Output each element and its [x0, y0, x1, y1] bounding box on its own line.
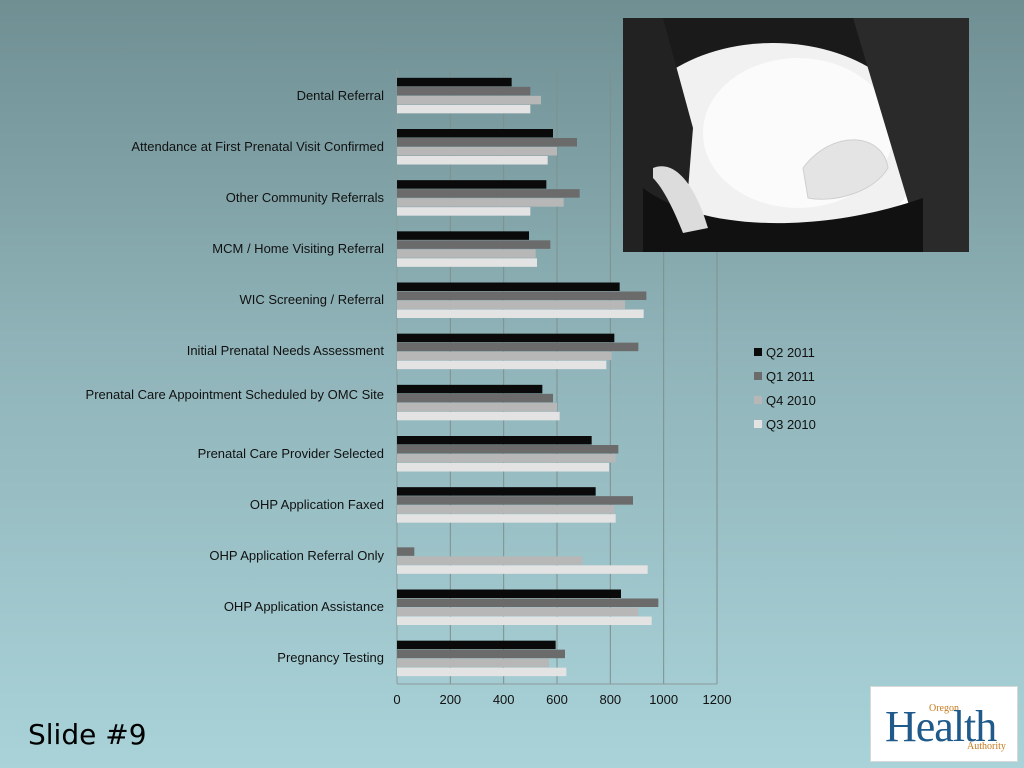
bar-q4-2010: [397, 556, 583, 565]
bar-q4-2010: [397, 300, 625, 309]
x-tick-label: 200: [439, 692, 461, 707]
bar-q4-2010: [397, 95, 541, 105]
legend-label: Q4 2010: [766, 392, 816, 408]
bar-q3-2010: [397, 616, 652, 625]
bar-q1-2011: [397, 138, 577, 147]
bar-q4-2010: [397, 505, 615, 514]
logo-bottom-text: Authority: [967, 741, 1006, 752]
bar-q2-2011: [397, 231, 529, 240]
x-tick-label: 600: [546, 692, 568, 707]
bar-q1-2011: [397, 496, 633, 505]
legend-swatch: [754, 420, 762, 428]
category-label: Pregnancy Testing: [277, 650, 384, 666]
bar-q2-2011: [397, 333, 615, 343]
category-label: Initial Prenatal Needs Assessment: [186, 343, 384, 359]
category-label: Attendance at First Prenatal Visit Confi…: [131, 138, 384, 154]
bar-q2-2011: [397, 384, 543, 394]
bar-q2-2011: [397, 282, 620, 291]
bar-q3-2010: [397, 207, 531, 216]
slide-title: Slide #9: [28, 718, 147, 751]
legend-item-q2-2011: Q2 2011: [754, 340, 816, 364]
oregon-health-authority-logo: Oregon Health Authority: [870, 686, 1018, 762]
category-label: OHP Application Referral Only: [209, 548, 384, 564]
x-tick-label: 0: [393, 692, 400, 707]
category-label: Other Community Referrals: [225, 189, 384, 205]
bar-q3-2010: [397, 360, 607, 370]
bar-q1-2011: [397, 189, 580, 198]
category-label: OHP Application Assistance: [223, 599, 384, 615]
bar-q3-2010: [397, 258, 537, 267]
bar-q2-2011: [397, 77, 512, 87]
bar-q1-2011: [397, 649, 565, 659]
legend-item-q1-2011: Q1 2011: [754, 364, 816, 388]
legend-label: Q3 2010: [766, 416, 816, 432]
category-label: MCM / Home Visiting Referral: [212, 241, 384, 257]
legend-label: Q1 2011: [766, 368, 815, 384]
bar-q4-2010: [397, 402, 557, 412]
bar-q4-2010: [397, 198, 564, 207]
bar-q1-2011: [397, 342, 639, 352]
x-tick-label: 400: [493, 692, 515, 707]
pregnancy-photo: [623, 18, 969, 252]
bar-q1-2011: [397, 240, 551, 249]
bar-q4-2010: [397, 454, 616, 463]
category-label: Prenatal Care Provider Selected: [197, 445, 384, 461]
bar-q2-2011: [397, 640, 556, 650]
bar-q3-2010: [397, 565, 648, 574]
bar-q3-2010: [397, 463, 609, 472]
bar-q2-2011: [397, 436, 592, 445]
bar-q2-2011: [397, 487, 596, 496]
chart-legend: Q2 2011 Q1 2011 Q4 2010 Q3 2010: [754, 340, 816, 436]
bar-q1-2011: [397, 291, 647, 300]
bar-q3-2010: [397, 156, 548, 165]
legend-swatch: [754, 348, 762, 356]
category-label: Dental Referral: [296, 87, 384, 103]
bar-q4-2010: [397, 607, 639, 616]
category-label: Prenatal Care Appointment Scheduled by O…: [85, 386, 384, 402]
bar-q3-2010: [397, 411, 560, 421]
legend-item-q4-2010: Q4 2010: [754, 388, 816, 412]
legend-item-q3-2010: Q3 2010: [754, 412, 816, 436]
bar-q4-2010: [397, 249, 536, 258]
x-tick-label: 800: [599, 692, 621, 707]
bar-q2-2011: [397, 589, 621, 598]
category-label: OHP Application Faxed: [249, 496, 384, 512]
bar-q1-2011: [397, 393, 553, 403]
bar-q4-2010: [397, 147, 557, 156]
category-label: WIC Screening / Referral: [239, 292, 385, 308]
bar-q3-2010: [397, 514, 616, 523]
bar-q2-2011: [397, 129, 553, 138]
x-tick-label: 1000: [649, 692, 678, 707]
x-tick-label: 1200: [703, 692, 732, 707]
legend-label: Q2 2011: [766, 344, 815, 360]
logo-top-text: Oregon: [929, 703, 959, 714]
bar-q1-2011: [397, 598, 659, 607]
bar-q4-2010: [397, 351, 612, 361]
bar-q3-2010: [397, 309, 644, 318]
bar-q1-2011: [397, 547, 415, 556]
bar-q4-2010: [397, 658, 549, 668]
bar-q1-2011: [397, 445, 619, 454]
legend-swatch: [754, 396, 762, 404]
bar-q3-2010: [397, 667, 567, 677]
bar-q1-2011: [397, 86, 531, 96]
bar-q3-2010: [397, 104, 531, 114]
logo-main-text: Health: [885, 702, 997, 751]
bar-q2-2011: [397, 180, 547, 189]
legend-swatch: [754, 372, 762, 380]
